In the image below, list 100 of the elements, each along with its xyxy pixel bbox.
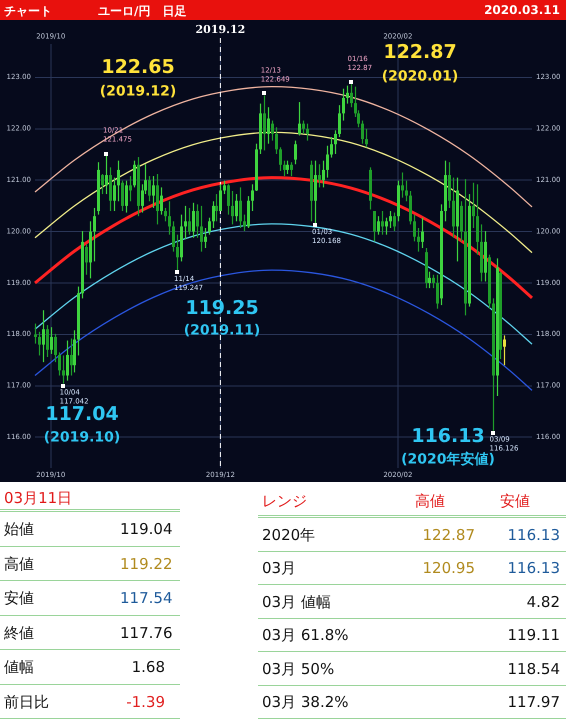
candlestick: [283, 160, 286, 177]
candlestick: [148, 175, 151, 202]
candlestick: [70, 338, 73, 376]
candlestick: [326, 145, 329, 178]
candlestick: [405, 180, 408, 202]
candlestick: [365, 128, 368, 148]
candlestick: [389, 210, 392, 229]
data-label: 120.95: [422, 559, 475, 578]
text: 高値: [414, 492, 446, 510]
data-label: 117.54: [120, 589, 172, 608]
data-label: 119.22: [120, 554, 172, 573]
candlestick: [381, 210, 384, 236]
candlestick: [196, 204, 199, 238]
candlestick: [401, 172, 404, 198]
data-label: -1.39: [125, 692, 165, 711]
candlestick: [172, 220, 175, 252]
category-label: 安値: [4, 589, 34, 608]
data-label: 118.54: [506, 660, 560, 678]
candlestick: [267, 106, 270, 144]
candlestick: [503, 334, 506, 366]
chart-subtitle: 2020.03.11: [484, 3, 560, 17]
category-label: 前日比: [4, 692, 49, 711]
candlestick: [58, 352, 61, 376]
data-label: 117.76: [120, 624, 172, 642]
candlestick: [192, 202, 195, 238]
candlestick: [164, 207, 167, 222]
candlestick: [168, 200, 171, 236]
candlestick: [219, 184, 222, 212]
candlestick: [330, 136, 333, 158]
line-series: [34, 86, 533, 208]
candlestick: [125, 180, 128, 214]
data-label: 116.13: [508, 559, 560, 578]
text: レンジ: [262, 492, 307, 510]
category-label: 始値: [4, 520, 34, 538]
category-label: 03月 38.2%: [262, 693, 349, 712]
data-label: 116.13: [508, 526, 560, 544]
candlestick: [212, 200, 215, 229]
candlestick: [231, 190, 234, 225]
category-label: 03月 61.8%: [262, 626, 349, 644]
candlestick: [393, 212, 396, 232]
data-label: 122.87: [422, 526, 475, 544]
candlestick: [188, 207, 191, 236]
candlestick: [377, 216, 380, 236]
candlestick: [275, 126, 278, 155]
candlestick: [223, 180, 226, 195]
chart-title: ユーロ/円 日足: [98, 3, 186, 20]
candlestick: [113, 177, 116, 212]
candlestick: [428, 271, 431, 289]
ref-line-label: 2019.12: [196, 22, 246, 36]
candlestick: [338, 104, 341, 138]
category-label: 終値: [4, 624, 34, 642]
candlestick: [342, 88, 345, 122]
annotation: 122.87 (2020.01): [382, 40, 458, 85]
candlestick: [302, 120, 305, 135]
candlestick: [279, 146, 282, 172]
candlestick: [46, 324, 49, 358]
candlestick: [294, 140, 297, 165]
candlestick: [385, 217, 388, 236]
category-label: 値幅: [4, 658, 34, 676]
candlestick: [42, 310, 45, 363]
candlestick: [373, 210, 376, 242]
candlestick: [133, 160, 136, 188]
candlestick: [235, 193, 238, 222]
candlestick: [346, 85, 349, 104]
category-label: 03月 50%: [262, 660, 334, 678]
candlestick: [50, 326, 53, 355]
candlestick: [208, 217, 211, 236]
annotation: 122.65 (2019.12): [100, 56, 176, 100]
candlestick: [34, 322, 37, 344]
candlestick: [117, 160, 120, 202]
candlestick: [227, 184, 230, 216]
candlestick: [271, 120, 274, 142]
candlestick: [413, 214, 416, 242]
category-label: 2020年: [262, 526, 316, 544]
data-label: 1.68: [130, 658, 165, 676]
candlestick: [239, 186, 242, 229]
candlestick: [298, 101, 301, 136]
candlestick: [200, 205, 203, 252]
candlestick: [85, 244, 88, 276]
candlestick: [93, 207, 96, 262]
candlestick: [66, 340, 69, 382]
candlestick: [101, 173, 104, 195]
candlestick: [243, 214, 246, 232]
candlestick: [421, 217, 424, 249]
candlestick: [306, 123, 309, 142]
candlestick: [54, 333, 57, 363]
candlestick: [184, 205, 187, 240]
candlestick: [204, 227, 207, 249]
candlestick: [322, 160, 325, 188]
candlestick: [251, 184, 254, 212]
line-series: [34, 223, 533, 345]
data-label: 119.11: [506, 626, 560, 644]
annotation: 119.25 (2019.11): [184, 296, 260, 339]
candlestick: [334, 130, 337, 155]
candlestick: [129, 175, 132, 202]
candlestick: [286, 160, 289, 175]
candlestick: [472, 182, 475, 229]
text: 安値: [499, 492, 531, 510]
annotation: 117.04 (2019.10): [44, 402, 120, 446]
data-label: 117.97: [506, 693, 560, 712]
